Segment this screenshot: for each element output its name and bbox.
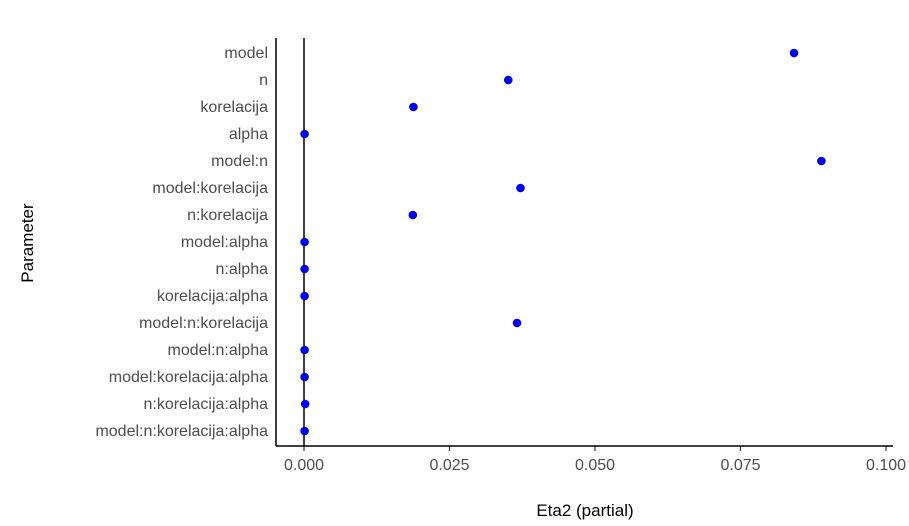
x-tick-label: 0.100 <box>866 457 906 474</box>
data-point <box>300 129 309 139</box>
y-tick-label: model <box>224 45 268 62</box>
y-tick-label: model:n:korelacija <box>139 315 268 332</box>
data-point <box>503 75 513 85</box>
x-tick-label: 0.000 <box>284 457 324 474</box>
x-tick-label: 0.075 <box>720 457 760 474</box>
data-point <box>300 426 309 436</box>
data-point <box>516 183 525 193</box>
y-tick-label: n:korelacija:alpha <box>143 396 268 413</box>
y-tick-label: model:n <box>211 153 268 170</box>
x-axis-ticks <box>303 446 887 451</box>
data-point <box>300 237 309 247</box>
y-tick-label: model:korelacija:alpha <box>109 369 268 386</box>
data-point <box>789 48 799 58</box>
data-point <box>300 399 310 409</box>
y-tick-label: model:n:alpha <box>167 342 268 359</box>
x-tick-label: 0.050 <box>575 457 615 474</box>
x-tick-label: 0.025 <box>429 457 469 474</box>
y-tick-label: korelacija:alpha <box>157 288 268 305</box>
y-tick-label: n:korelacija <box>187 207 268 224</box>
y-tick-label: model:korelacija <box>152 180 268 197</box>
y-tick-label: n:alpha <box>216 261 269 278</box>
data-point <box>512 318 522 328</box>
data-point <box>817 156 826 166</box>
y-tick-labels: model n korelacija alpha model:n model:korela… <box>95 45 268 440</box>
data-point <box>300 372 309 382</box>
y-tick-label: alpha <box>229 126 268 143</box>
x-axis-title: Eta2 (partial) <box>536 501 633 520</box>
data-point <box>408 210 418 220</box>
y-tick-label: model:alpha <box>181 234 268 251</box>
y-tick-label: korelacija <box>200 99 268 116</box>
y-tick-label: model:n:korelacija:alpha <box>95 423 268 440</box>
x-tick-labels: 0.000 0.025 0.050 0.075 0.100 <box>284 457 906 474</box>
data-point <box>300 264 309 274</box>
y-tick-label: n <box>259 72 268 89</box>
data-point <box>409 102 418 112</box>
data-points <box>300 48 826 436</box>
data-point <box>300 345 309 355</box>
data-point <box>300 291 309 301</box>
y-axis-title: Parameter <box>18 203 37 283</box>
